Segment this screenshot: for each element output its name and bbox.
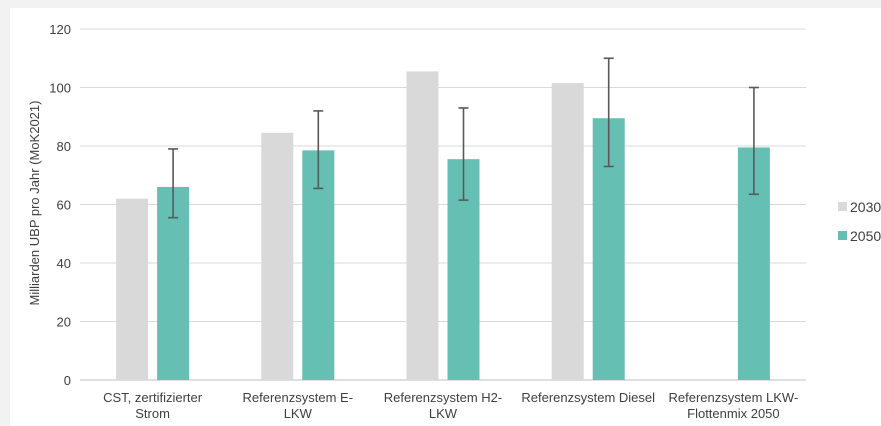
legend-label: 2030 <box>850 199 881 215</box>
y-tick-label: 100 <box>49 81 71 96</box>
x-category-label: Referenzsystem LKW-Flottenmix 2050 <box>669 390 799 421</box>
x-category-line: Referenzsystem H2- <box>384 390 502 405</box>
y-tick-label: 40 <box>57 256 71 271</box>
x-category-line: Referenzsystem Diesel <box>521 390 655 405</box>
x-category-label: Referenzsystem E-LKW <box>243 390 354 421</box>
legend-label: 2050 <box>850 228 881 244</box>
y-axis-label: Milliarden UBP pro Jahr (MoK2021) <box>27 101 42 306</box>
x-category-line: Strom <box>135 406 170 421</box>
y-tick-label: 120 <box>49 22 71 37</box>
x-category-label: Referenzsystem Diesel <box>521 390 655 405</box>
x-category-line: LKW <box>284 406 313 421</box>
legend-swatch-2030 <box>838 202 847 211</box>
legend: 2030 2050 <box>838 199 881 244</box>
bar-2030-3 <box>552 83 584 380</box>
x-category-line: LKW <box>429 406 458 421</box>
y-tick-label: 60 <box>57 198 71 213</box>
x-category-line: CST, zertifizierter <box>103 390 203 405</box>
x-category-line: Referenzsystem LKW- <box>669 390 799 405</box>
x-category-label: CST, zertifizierter Strom <box>103 390 203 421</box>
bar-2030-1 <box>261 133 293 380</box>
x-category-line: Flottenmix 2050 <box>687 406 780 421</box>
y-tick-label: 20 <box>57 315 71 330</box>
y-tick-label: 0 <box>64 373 71 388</box>
x-category-line: Referenzsystem E- <box>243 390 354 405</box>
x-category-label: Referenzsystem H2-LKW <box>384 390 502 421</box>
x-axis-categories: CST, zertifizierter Strom Referenzsystem E… <box>103 390 798 421</box>
legend-swatch-2050 <box>838 231 847 240</box>
y-axis-ticks: 0 20 40 60 80 100 120 <box>49 22 71 388</box>
bars <box>116 71 770 380</box>
y-tick-label: 80 <box>57 139 71 154</box>
bar-2030-0 <box>116 199 148 380</box>
bar-2030-2 <box>407 71 439 380</box>
error-bars <box>168 58 759 217</box>
